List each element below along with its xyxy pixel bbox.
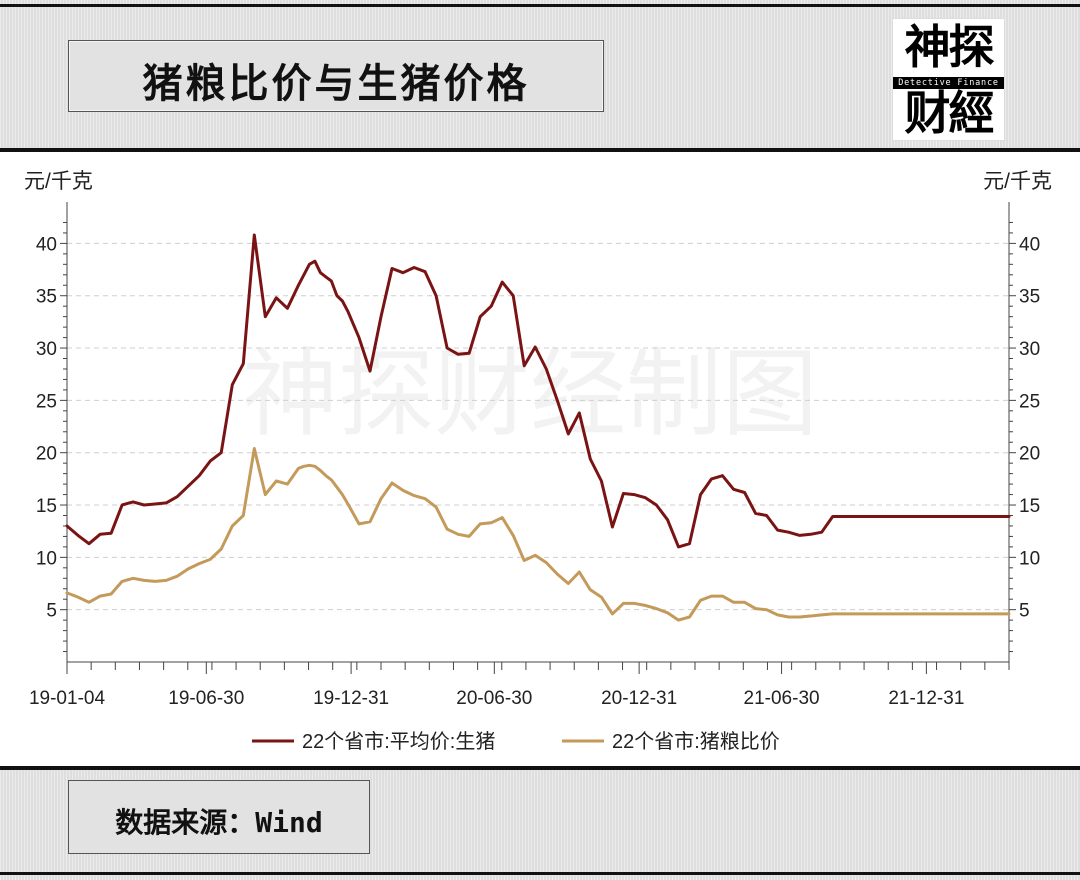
y-tick-label-right: 40 xyxy=(1019,234,1040,255)
x-tick-label: 21-06-30 xyxy=(744,688,820,709)
x-tick-label: 21-12-31 xyxy=(888,688,964,709)
y-tick-label-left: 40 xyxy=(36,234,57,255)
footer-divider xyxy=(0,766,1080,770)
grid-lines xyxy=(67,242,1009,611)
source-box: 数据来源：Wind xyxy=(68,780,370,854)
x-tick-label: 19-12-31 xyxy=(313,688,389,709)
y-tick-label-left: 35 xyxy=(36,287,57,308)
x-tick-label: 19-01-04 xyxy=(29,688,105,709)
y-tick-label-left: 30 xyxy=(36,339,57,360)
series-lines xyxy=(65,233,1011,622)
y-tick-label-left: 20 xyxy=(36,444,57,465)
source-text: 数据来源：Wind xyxy=(115,806,323,839)
y-tick-label-right: 10 xyxy=(1019,548,1040,569)
legend-label: 22个省市:平均价:生猪 xyxy=(302,730,495,753)
chart-panel: 神探财经制图 元/千克 元/千克 5 5 10 10 15 15 20 20 25 25 30 30 3… xyxy=(0,152,1080,766)
series-line-ratio xyxy=(65,447,1011,622)
x-tick-label: 19-06-30 xyxy=(168,688,244,709)
series-line-price xyxy=(65,233,1011,549)
legend-label: 22个省市:猪粮比价 xyxy=(612,730,780,753)
top-rule xyxy=(0,4,1080,7)
y-tick-label-left: 25 xyxy=(36,391,57,412)
y-tick-label-right: 5 xyxy=(1019,601,1030,622)
y-tick-label-right: 35 xyxy=(1019,287,1040,308)
title-box: 猪粮比价与生猪价格 xyxy=(68,40,604,112)
y-tick-label-right: 20 xyxy=(1019,444,1040,465)
y-tick-label-right: 25 xyxy=(1019,391,1040,412)
x-tick-label: 20-12-31 xyxy=(601,688,677,709)
axes: 5 5 10 10 15 15 20 20 25 25 30 30 35 35 40 40 19-01-04 19… xyxy=(29,202,1040,709)
y-axis-left-label: 元/千克 xyxy=(24,170,93,193)
legend: 22个省市:平均价:生猪 22个省市:猪粮比价 xyxy=(252,730,780,753)
y-tick-label-left: 5 xyxy=(46,601,57,622)
page-title: 猪粮比价与生猪价格 xyxy=(142,61,530,107)
header-divider xyxy=(0,148,1080,152)
bottom-rule xyxy=(0,872,1080,875)
y-tick-label-left: 10 xyxy=(36,548,57,569)
y-tick-label-right: 30 xyxy=(1019,339,1040,360)
y-tick-label-left: 15 xyxy=(36,496,57,517)
y-tick-label-right: 15 xyxy=(1019,496,1040,517)
y-axis-right-label: 元/千克 xyxy=(983,170,1052,193)
logo-line1: 神探 xyxy=(904,20,995,74)
x-tick-label: 20-06-30 xyxy=(456,688,532,709)
brand-logo: 神探 Detective Finance 财經 xyxy=(892,18,1005,141)
logo-line2: 财經 xyxy=(904,86,995,140)
logo-band: Detective Finance xyxy=(893,77,1004,89)
